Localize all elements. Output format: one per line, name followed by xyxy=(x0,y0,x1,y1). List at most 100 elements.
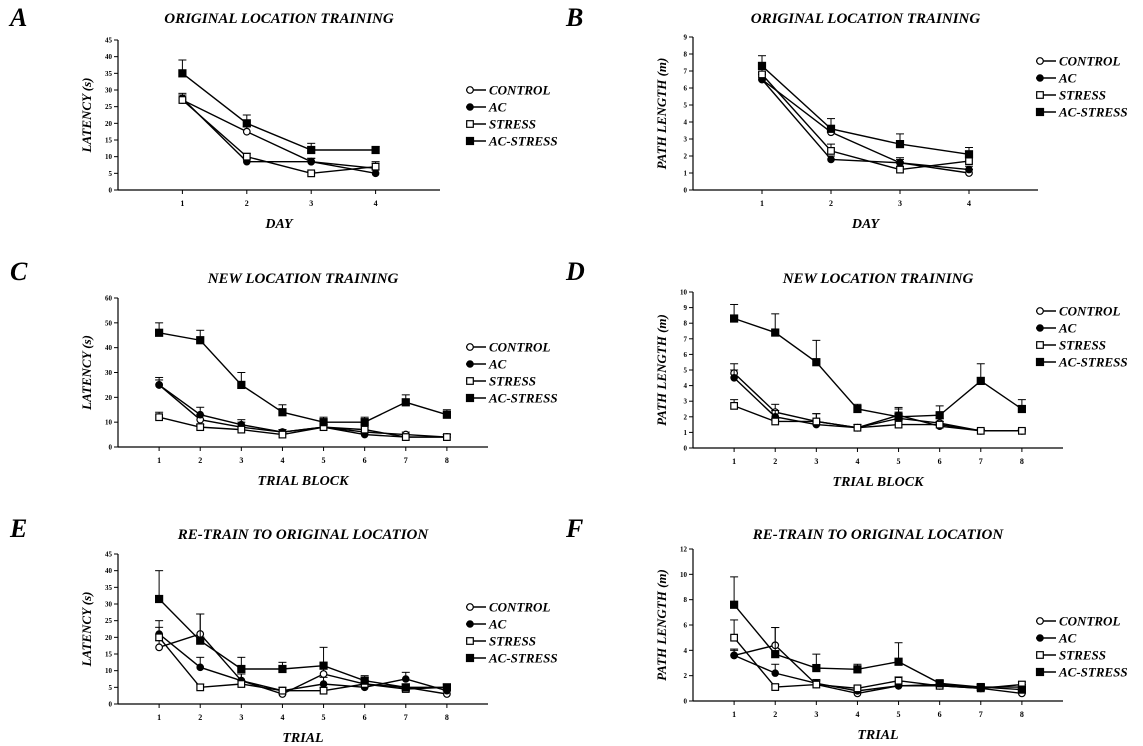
y-tick-label: 25 xyxy=(105,103,113,111)
data-point xyxy=(758,70,766,79)
series-ac-stress xyxy=(155,322,451,427)
series-stress xyxy=(178,94,380,178)
y-tick-label: 5 xyxy=(684,102,688,110)
panel-label: C xyxy=(10,257,28,286)
data-point xyxy=(442,433,451,441)
y-tick-label: 20 xyxy=(105,634,113,642)
chart-panel-a: A ORIGINAL LOCATION TRAINING 0 5 10 15 20 25 30 3… xyxy=(8,3,558,232)
y-tick-label: 7 xyxy=(684,68,688,76)
data-point xyxy=(964,150,974,159)
data-point xyxy=(894,420,903,429)
data-point xyxy=(853,665,862,674)
chart-panel-b: B ORIGINAL LOCATION TRAINING 0 1 2 3 4 5 6 7 8 9 1 2 3… xyxy=(565,3,1128,232)
data-point xyxy=(307,145,316,155)
legend-marker xyxy=(1036,324,1044,332)
chart-panel-f: F RE-TRAIN TO ORIGINAL LOCATION0246810121… xyxy=(565,514,1128,743)
y-axis-label: LATENCY (s) xyxy=(79,592,94,668)
chart-panel-c: C NEW LOCATION TRAINING 0 10 20 30 40 50 60 1 2 3 4 5… xyxy=(10,257,558,489)
x-tick-label: 6 xyxy=(363,713,367,722)
chart-panel-e: E RE-TRAIN TO ORIGINAL LOCATION0510152025… xyxy=(9,514,558,746)
data-point xyxy=(827,147,835,155)
legend-marker xyxy=(1036,74,1044,82)
data-point xyxy=(935,411,944,420)
data-point xyxy=(237,664,246,674)
y-tick-label: 5 xyxy=(684,367,688,375)
series-ac xyxy=(758,73,973,174)
y-tick-label: 12 xyxy=(680,546,688,554)
legend: CONTROL AC STRESS AC-STRESS xyxy=(465,600,558,666)
y-tick-label: 1 xyxy=(684,429,688,437)
legend-label: AC xyxy=(488,617,507,632)
y-tick-label: 4 xyxy=(684,119,688,127)
data-point xyxy=(155,633,164,642)
legend: CONTROL AC STRESS AC-STRESS xyxy=(1035,304,1128,370)
y-axis-label: LATENCY (s) xyxy=(79,335,94,411)
series-line xyxy=(733,604,1022,691)
y-axis-label: LATENCY (s) xyxy=(79,78,94,154)
data-point xyxy=(935,679,944,688)
data-point xyxy=(155,328,164,337)
data-point xyxy=(730,314,739,323)
x-tick-label: 2 xyxy=(829,199,833,208)
data-point xyxy=(237,680,246,688)
chart-title: ORIGINAL LOCATION TRAINING xyxy=(751,11,981,27)
data-point xyxy=(196,683,205,692)
legend-label: CONTROL xyxy=(1059,614,1120,629)
series-line xyxy=(761,73,970,171)
data-point xyxy=(196,410,205,419)
legend-marker xyxy=(1036,91,1044,99)
y-tick-label: 10 xyxy=(680,571,688,579)
data-point xyxy=(237,380,246,390)
data-point xyxy=(812,358,821,367)
series-line xyxy=(761,65,970,155)
data-point xyxy=(896,165,904,174)
data-point xyxy=(278,686,287,695)
x-axis-label: TRIAL xyxy=(857,728,898,743)
data-point xyxy=(771,683,780,691)
data-point xyxy=(178,96,187,104)
x-tick-label: 4 xyxy=(855,710,859,719)
data-point xyxy=(1017,685,1026,694)
x-tick-label: 3 xyxy=(814,710,818,719)
data-point xyxy=(196,423,205,432)
panel-label: D xyxy=(565,257,585,286)
y-tick-label: 35 xyxy=(105,584,113,592)
data-point xyxy=(360,418,369,427)
series-line xyxy=(761,79,970,171)
y-tick-label: 40 xyxy=(105,53,113,61)
x-tick-label: 8 xyxy=(1020,710,1024,719)
x-axis-label: TRIAL xyxy=(282,731,323,746)
legend-marker xyxy=(466,603,474,611)
data-point xyxy=(196,636,205,645)
series-ac-stress xyxy=(730,576,1026,694)
data-point xyxy=(196,663,205,672)
data-point xyxy=(853,423,862,432)
data-point xyxy=(401,683,410,692)
data-point xyxy=(976,426,985,435)
x-tick-label: 5 xyxy=(322,456,326,465)
y-tick-label: 0 xyxy=(684,698,688,706)
y-tick-label: 15 xyxy=(105,137,113,145)
legend-label: AC-STRESS xyxy=(488,391,558,406)
x-tick-label: 3 xyxy=(898,199,902,208)
data-point xyxy=(771,650,780,659)
data-point xyxy=(827,155,835,164)
x-tick-label: 3 xyxy=(309,199,313,208)
x-axis-label: DAY xyxy=(264,217,294,232)
data-point xyxy=(826,124,836,133)
data-point xyxy=(401,675,410,683)
y-tick-label: 10 xyxy=(105,667,113,675)
legend-marker xyxy=(465,136,475,146)
data-point xyxy=(894,676,903,685)
data-point xyxy=(771,417,780,426)
y-tick-label: 9 xyxy=(684,304,688,312)
x-tick-label: 4 xyxy=(280,456,284,465)
y-tick-label: 9 xyxy=(684,34,688,42)
x-tick-label: 8 xyxy=(1020,457,1024,466)
legend-label: AC-STRESS xyxy=(1058,355,1128,370)
y-tick-label: 7 xyxy=(684,335,688,343)
y-tick-label: 25 xyxy=(105,617,113,625)
x-tick-label: 2 xyxy=(198,713,202,722)
y-axis-label: PATH LENGTH (m) xyxy=(654,314,669,426)
data-point xyxy=(319,686,328,695)
